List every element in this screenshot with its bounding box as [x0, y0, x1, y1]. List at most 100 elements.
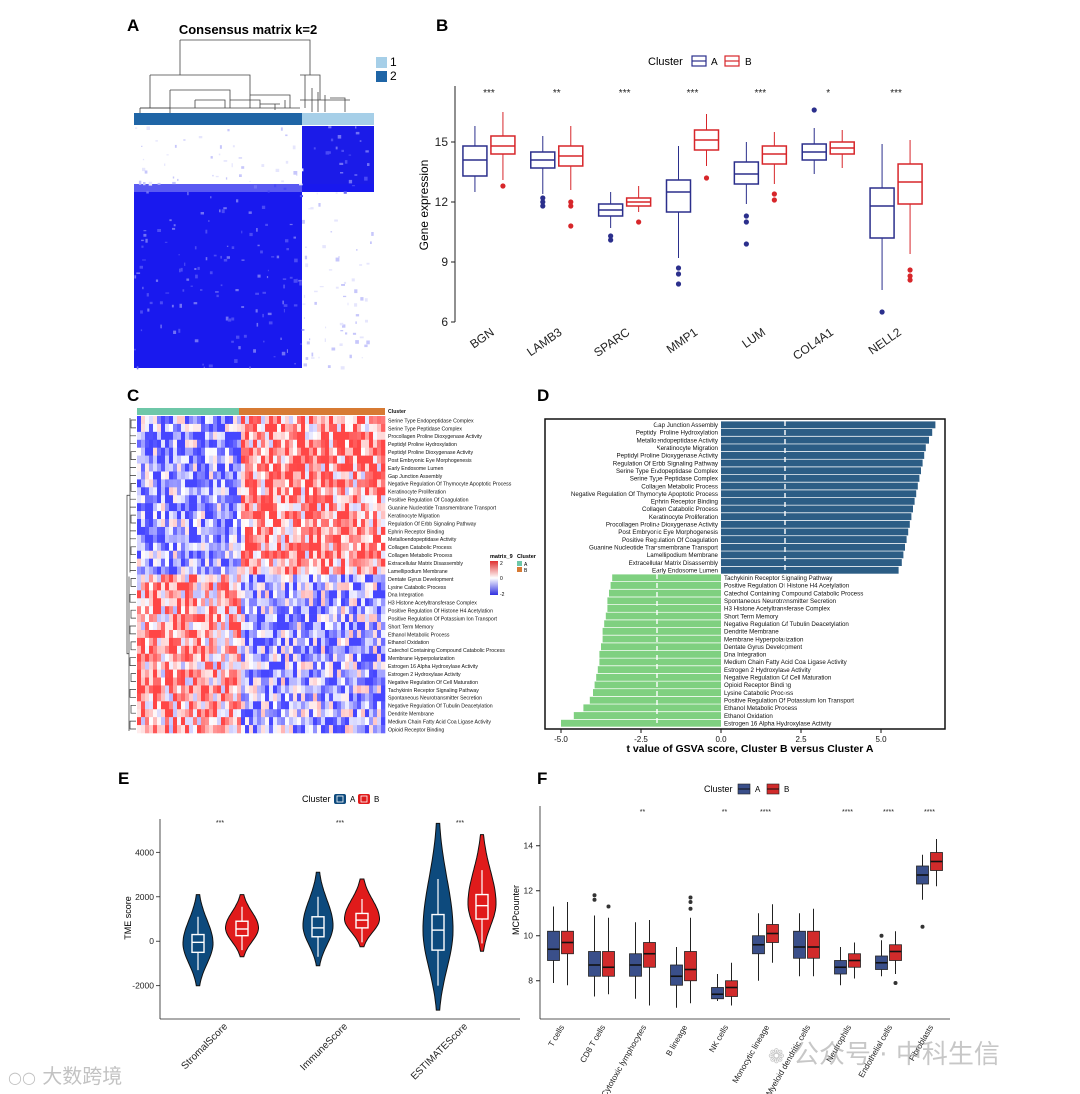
heatmap-cell [165, 550, 170, 559]
heatmap-cell [173, 685, 178, 694]
heatmap-cell [265, 717, 270, 726]
heatmap-cell [297, 534, 302, 544]
heatmap-cell [237, 542, 242, 552]
heatmap-cell [153, 701, 158, 710]
heatmap-cell [225, 455, 230, 464]
heatmap-cell [377, 511, 382, 520]
heatmap-cell [365, 455, 370, 464]
heatmap-cell [265, 423, 270, 433]
heatmap-speckle [231, 163, 233, 168]
heatmap-cell [321, 661, 326, 670]
heatmap-cell [189, 606, 194, 615]
heatmap-cell [249, 519, 254, 528]
heatmap-cell [201, 542, 206, 552]
heatmap-cell [149, 590, 154, 599]
heatmap-speckle [177, 178, 179, 181]
heatmap-cell [325, 463, 330, 472]
violin-stromalscore-b [225, 894, 259, 958]
heatmap-cell [285, 661, 290, 670]
heatmap-cell [201, 534, 206, 544]
heatmap-cell [317, 495, 322, 504]
heatmap-cell [333, 637, 338, 647]
box-nell2-b [897, 163, 923, 205]
heatmap-cell [173, 645, 178, 655]
heatmap-cell [217, 709, 222, 718]
bar-dentate-gyrus-development [601, 643, 721, 651]
heatmap-cell [189, 693, 194, 702]
heatmap-cell [337, 725, 342, 734]
heatmap-speckle [285, 134, 288, 137]
heatmap-cell [237, 550, 242, 559]
heatmap-cell [369, 606, 374, 615]
heatmap-cell [257, 637, 262, 647]
heatmap-cell [361, 463, 366, 472]
heatmap-cell [381, 542, 386, 552]
heatmap-cell [333, 534, 338, 544]
heatmap-cell [137, 709, 142, 718]
heatmap-cell [273, 487, 278, 496]
heatmap-cell [257, 479, 262, 488]
heatmap-cell [309, 629, 314, 639]
heatmap-cell [213, 614, 218, 623]
heatmap-cell [213, 550, 218, 559]
heatmap-cell [349, 479, 354, 488]
heatmap-cell [201, 416, 206, 425]
heatmap-cell [301, 685, 306, 694]
heatmap-cell [381, 629, 386, 639]
heatmap-cell [161, 566, 166, 575]
heatmap-cell [169, 622, 174, 631]
heatmap-cell [301, 693, 306, 702]
heatmap-cell [325, 511, 330, 520]
heatmap-speckle [148, 181, 153, 186]
heatmap-cell [313, 574, 318, 583]
heatmap-cell [181, 725, 186, 734]
heatmap-cell [213, 669, 218, 678]
heatmap-cell [341, 471, 346, 480]
heatmap-cell [253, 669, 258, 678]
bar-label-positive-regulation-of-coagulation: Positive Regulation Of Coagulation [622, 537, 719, 544]
heatmap-cell [185, 693, 190, 702]
heatmap-cell [373, 669, 378, 678]
heatmap-speckle [343, 191, 347, 194]
heatmap-cell [257, 661, 262, 670]
heatmap-cell [301, 653, 306, 662]
heatmap-speckle [327, 151, 331, 154]
heatmap-cell [373, 487, 378, 496]
heatmap-cell [253, 566, 258, 575]
heatmap-cell [249, 693, 254, 702]
heatmap-cell [289, 637, 294, 647]
heatmap-cell [265, 701, 270, 710]
heatmap-cell [213, 479, 218, 488]
bar-label-opioid-receptor-binding: Opioid Receptor Binding [724, 682, 792, 689]
heatmap-cell [361, 431, 366, 441]
heatmap-cell [205, 725, 210, 734]
heatmap-cell [241, 725, 246, 734]
heatmap-cell [373, 503, 378, 512]
heatmap-speckle [208, 364, 213, 368]
heatmap-cell [213, 526, 218, 536]
outlier-point [771, 191, 777, 197]
heatmap-cell [229, 693, 234, 702]
heatmap-cell [161, 487, 166, 496]
heatmap-cell [233, 677, 238, 686]
heatmap-cell [277, 431, 282, 441]
heatmap-cell [337, 463, 342, 472]
violin-immunescore-a [302, 871, 334, 967]
heatmap-cell [317, 645, 322, 655]
heatmap-cell [253, 526, 258, 536]
heatmap-cell [197, 637, 202, 647]
heatmap-cell [201, 637, 206, 647]
heatmap-cell [317, 622, 322, 631]
heatmap-cell [241, 566, 246, 575]
panel-e-legend-key-b [358, 794, 370, 804]
heatmap-cell [221, 479, 226, 488]
heatmap-cell [313, 582, 318, 591]
heatmap-cell [377, 709, 382, 718]
heatmap-cell [313, 471, 318, 480]
heatmap-speckle [343, 295, 347, 298]
heatmap-cell [301, 669, 306, 678]
heatmap-cell [353, 431, 358, 441]
heatmap-cell [281, 542, 286, 552]
heatmap-cell [293, 637, 298, 647]
heatmap-cell [301, 574, 306, 583]
